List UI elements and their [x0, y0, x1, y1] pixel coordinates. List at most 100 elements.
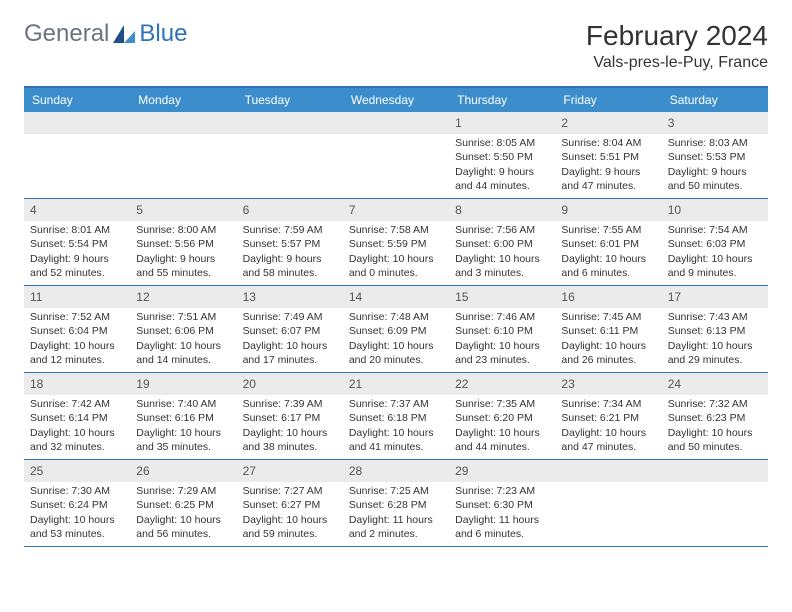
daylight-text: Daylight: 10 hours and 3 minutes. — [455, 252, 549, 280]
daylight-text: Daylight: 10 hours and 38 minutes. — [243, 426, 337, 454]
day-content: Sunrise: 7:37 AMSunset: 6:18 PMDaylight:… — [343, 395, 449, 458]
sunset-text: Sunset: 6:25 PM — [136, 498, 230, 512]
sunset-text: Sunset: 6:09 PM — [349, 324, 443, 338]
day-number: 3 — [662, 112, 768, 134]
day-cell: 10Sunrise: 7:54 AMSunset: 6:03 PMDayligh… — [662, 199, 768, 285]
logo-text-general: General — [24, 20, 109, 48]
day-cell: 24Sunrise: 7:32 AMSunset: 6:23 PMDayligh… — [662, 373, 768, 459]
sunset-text: Sunset: 6:28 PM — [349, 498, 443, 512]
sunset-text: Sunset: 6:14 PM — [30, 411, 124, 425]
day-number: 13 — [237, 286, 343, 308]
empty-day-number — [343, 112, 449, 134]
empty-day-number — [24, 112, 130, 134]
daylight-text: Daylight: 10 hours and 35 minutes. — [136, 426, 230, 454]
weekday-header: Saturday — [662, 88, 768, 112]
day-cell: 12Sunrise: 7:51 AMSunset: 6:06 PMDayligh… — [130, 286, 236, 372]
day-content: Sunrise: 7:39 AMSunset: 6:17 PMDaylight:… — [237, 395, 343, 458]
day-number: 15 — [449, 286, 555, 308]
weekday-header: Friday — [555, 88, 661, 112]
day-number: 27 — [237, 460, 343, 482]
day-content: Sunrise: 8:05 AMSunset: 5:50 PMDaylight:… — [449, 134, 555, 197]
day-number: 22 — [449, 373, 555, 395]
day-cell — [130, 112, 236, 198]
sunrise-text: Sunrise: 7:40 AM — [136, 397, 230, 411]
day-number: 21 — [343, 373, 449, 395]
sunrise-text: Sunrise: 7:32 AM — [668, 397, 762, 411]
day-cell: 22Sunrise: 7:35 AMSunset: 6:20 PMDayligh… — [449, 373, 555, 459]
day-cell: 2Sunrise: 8:04 AMSunset: 5:51 PMDaylight… — [555, 112, 661, 198]
day-number: 28 — [343, 460, 449, 482]
sunrise-text: Sunrise: 8:05 AM — [455, 136, 549, 150]
sunset-text: Sunset: 6:18 PM — [349, 411, 443, 425]
sunset-text: Sunset: 6:04 PM — [30, 324, 124, 338]
sunrise-text: Sunrise: 7:37 AM — [349, 397, 443, 411]
day-content: Sunrise: 7:34 AMSunset: 6:21 PMDaylight:… — [555, 395, 661, 458]
daylight-text: Daylight: 10 hours and 56 minutes. — [136, 513, 230, 541]
day-content: Sunrise: 7:29 AMSunset: 6:25 PMDaylight:… — [130, 482, 236, 545]
day-cell — [343, 112, 449, 198]
sunset-text: Sunset: 6:20 PM — [455, 411, 549, 425]
day-content: Sunrise: 7:55 AMSunset: 6:01 PMDaylight:… — [555, 221, 661, 284]
day-cell — [24, 112, 130, 198]
daylight-text: Daylight: 10 hours and 0 minutes. — [349, 252, 443, 280]
sunrise-text: Sunrise: 7:27 AM — [243, 484, 337, 498]
logo-text-blue: Blue — [139, 20, 187, 48]
sunset-text: Sunset: 5:51 PM — [561, 150, 655, 164]
day-number: 5 — [130, 199, 236, 221]
daylight-text: Daylight: 9 hours and 47 minutes. — [561, 165, 655, 193]
day-content: Sunrise: 8:01 AMSunset: 5:54 PMDaylight:… — [24, 221, 130, 284]
day-cell: 27Sunrise: 7:27 AMSunset: 6:27 PMDayligh… — [237, 460, 343, 546]
sunrise-text: Sunrise: 7:30 AM — [30, 484, 124, 498]
daylight-text: Daylight: 11 hours and 2 minutes. — [349, 513, 443, 541]
day-cell — [555, 460, 661, 546]
day-cell: 19Sunrise: 7:40 AMSunset: 6:16 PMDayligh… — [130, 373, 236, 459]
day-number: 25 — [24, 460, 130, 482]
day-number: 14 — [343, 286, 449, 308]
sunset-text: Sunset: 6:13 PM — [668, 324, 762, 338]
empty-day-number — [130, 112, 236, 134]
day-number: 9 — [555, 199, 661, 221]
day-cell: 7Sunrise: 7:58 AMSunset: 5:59 PMDaylight… — [343, 199, 449, 285]
sunrise-text: Sunrise: 7:45 AM — [561, 310, 655, 324]
month-title: February 2024 — [586, 20, 768, 52]
sunset-text: Sunset: 6:30 PM — [455, 498, 549, 512]
weekday-header: Wednesday — [343, 88, 449, 112]
daylight-text: Daylight: 10 hours and 29 minutes. — [668, 339, 762, 367]
day-content: Sunrise: 7:43 AMSunset: 6:13 PMDaylight:… — [662, 308, 768, 371]
day-content: Sunrise: 7:48 AMSunset: 6:09 PMDaylight:… — [343, 308, 449, 371]
sunrise-text: Sunrise: 7:43 AM — [668, 310, 762, 324]
sunset-text: Sunset: 6:21 PM — [561, 411, 655, 425]
week-row: 11Sunrise: 7:52 AMSunset: 6:04 PMDayligh… — [24, 286, 768, 373]
day-cell: 1Sunrise: 8:05 AMSunset: 5:50 PMDaylight… — [449, 112, 555, 198]
sunset-text: Sunset: 6:01 PM — [561, 237, 655, 251]
daylight-text: Daylight: 10 hours and 59 minutes. — [243, 513, 337, 541]
empty-day-number — [237, 112, 343, 134]
daylight-text: Daylight: 10 hours and 47 minutes. — [561, 426, 655, 454]
day-content: Sunrise: 7:27 AMSunset: 6:27 PMDaylight:… — [237, 482, 343, 545]
week-row: 1Sunrise: 8:05 AMSunset: 5:50 PMDaylight… — [24, 112, 768, 199]
day-number: 20 — [237, 373, 343, 395]
day-number: 26 — [130, 460, 236, 482]
sunset-text: Sunset: 6:06 PM — [136, 324, 230, 338]
day-number: 2 — [555, 112, 661, 134]
day-content: Sunrise: 7:32 AMSunset: 6:23 PMDaylight:… — [662, 395, 768, 458]
brand-logo: General Blue — [24, 20, 187, 48]
day-number: 1 — [449, 112, 555, 134]
daylight-text: Daylight: 10 hours and 9 minutes. — [668, 252, 762, 280]
day-number: 12 — [130, 286, 236, 308]
day-content: Sunrise: 7:52 AMSunset: 6:04 PMDaylight:… — [24, 308, 130, 371]
day-content: Sunrise: 7:51 AMSunset: 6:06 PMDaylight:… — [130, 308, 236, 371]
daylight-text: Daylight: 9 hours and 50 minutes. — [668, 165, 762, 193]
day-cell: 14Sunrise: 7:48 AMSunset: 6:09 PMDayligh… — [343, 286, 449, 372]
day-cell: 4Sunrise: 8:01 AMSunset: 5:54 PMDaylight… — [24, 199, 130, 285]
sunset-text: Sunset: 6:27 PM — [243, 498, 337, 512]
weekday-header: Sunday — [24, 88, 130, 112]
daylight-text: Daylight: 10 hours and 23 minutes. — [455, 339, 549, 367]
day-number: 10 — [662, 199, 768, 221]
sunset-text: Sunset: 5:57 PM — [243, 237, 337, 251]
day-content: Sunrise: 7:56 AMSunset: 6:00 PMDaylight:… — [449, 221, 555, 284]
day-cell: 17Sunrise: 7:43 AMSunset: 6:13 PMDayligh… — [662, 286, 768, 372]
day-cell: 26Sunrise: 7:29 AMSunset: 6:25 PMDayligh… — [130, 460, 236, 546]
sunrise-text: Sunrise: 7:29 AM — [136, 484, 230, 498]
day-content: Sunrise: 7:35 AMSunset: 6:20 PMDaylight:… — [449, 395, 555, 458]
